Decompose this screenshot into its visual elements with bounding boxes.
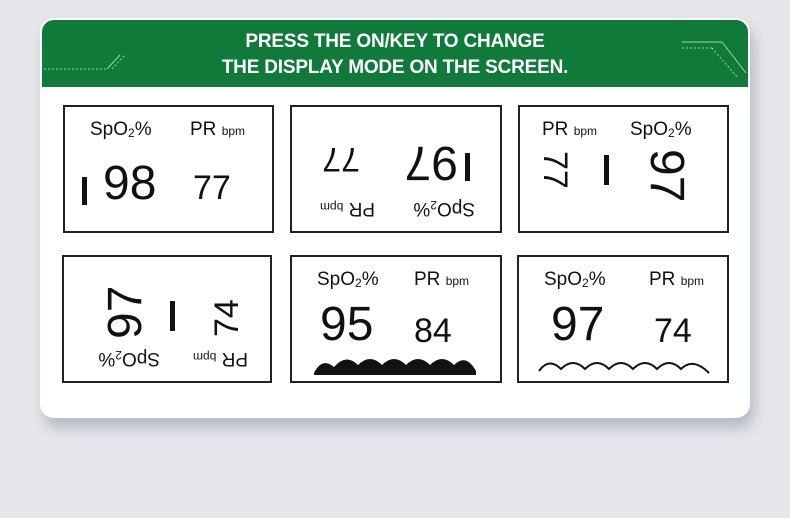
- display-panel-rotated-270: PR bpm SpO2% 74 97: [62, 255, 272, 383]
- pr-label: PR bpm: [649, 269, 705, 290]
- pr-label: PR bpm: [414, 269, 470, 290]
- pleth-waveform-line: [538, 362, 710, 374]
- pr-label: PR bpm: [319, 198, 375, 219]
- pr-label: PR bpm: [542, 119, 598, 140]
- pulse-bar: [465, 153, 470, 181]
- pr-value: 74: [654, 312, 692, 350]
- pr-label: PR bpm: [192, 348, 248, 369]
- banner-line-2: THE DISPLAY MODE ON THE SCREEN.: [221, 57, 569, 78]
- pulse-bar: [82, 177, 87, 205]
- spo2-label: SpO2%: [98, 348, 160, 369]
- pulse-bar: [170, 301, 175, 331]
- spo2-label: SpO2%: [90, 119, 152, 140]
- display-panel-normal: SpO2% PR bpm 98 77: [63, 105, 274, 233]
- banner-line-1: PRESS THE ON/KEY TO CHANGE: [245, 31, 545, 52]
- spo2-value: 97: [551, 298, 605, 351]
- spo2-value: 97: [99, 285, 152, 339]
- pr-value: 77: [193, 169, 231, 207]
- pr-value: 74: [208, 299, 246, 337]
- spo2-value: 97: [640, 149, 693, 203]
- pulse-bar: [604, 155, 609, 185]
- circuit-decoration-left: [44, 54, 126, 70]
- display-panel-line-waveform: SpO2% PR bpm 97 74: [517, 255, 729, 383]
- spo2-label: SpO2%: [544, 269, 606, 290]
- spo2-label: SpO2%: [317, 269, 379, 290]
- spo2-value: 95: [320, 298, 374, 351]
- spo2-label: SpO2%: [413, 198, 475, 219]
- pr-value: 84: [414, 312, 452, 350]
- spo2-value: 97: [404, 136, 458, 189]
- spo2-label: SpO2%: [630, 119, 692, 140]
- pr-value: 77: [322, 140, 360, 178]
- pleth-waveform-filled: [314, 359, 476, 375]
- pr-value: 77: [536, 151, 574, 189]
- display-panel-rotated-90: PR bpm SpO2% 77 97: [518, 105, 729, 233]
- circuit-decoration-right: [682, 41, 747, 78]
- display-panel-filled-waveform: SpO2% PR bpm 95 84: [290, 255, 502, 383]
- spo2-value: 98: [103, 157, 157, 210]
- display-panel-rotated-180: SpO2% PR bpm 97 77: [290, 105, 502, 233]
- pr-label: PR bpm: [190, 119, 246, 140]
- instruction-banner: PRESS THE ON/KEY TO CHANGE THE DISPLAY M…: [42, 20, 748, 87]
